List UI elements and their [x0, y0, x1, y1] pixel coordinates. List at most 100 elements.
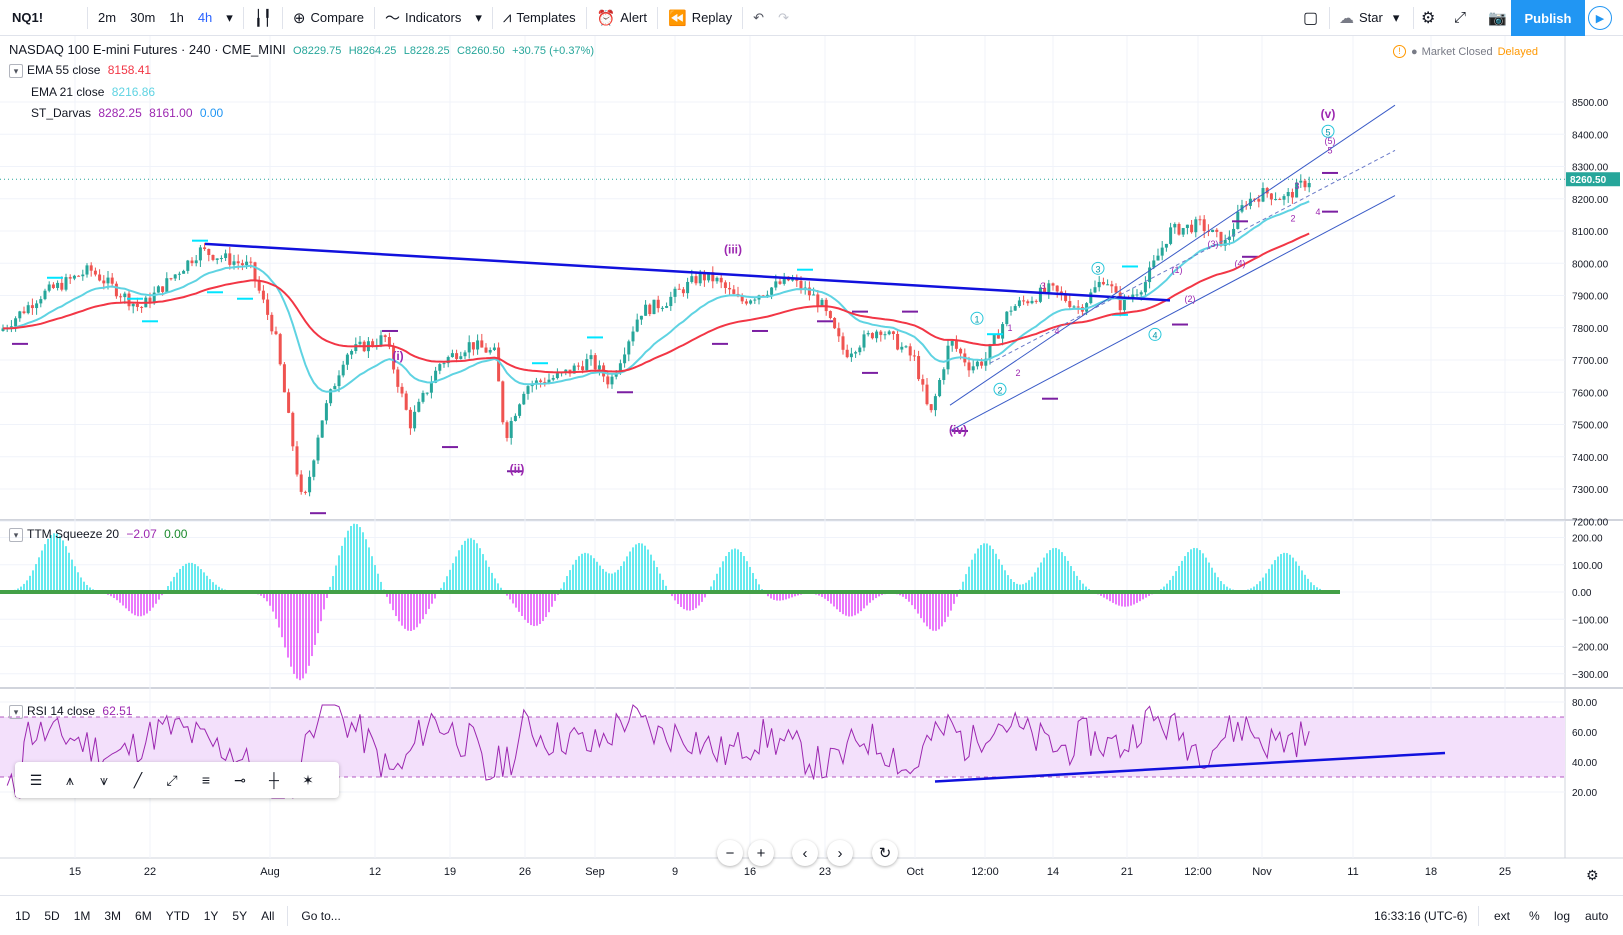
- divider: [491, 6, 493, 29]
- ray-icon[interactable]: ⤢: [166, 771, 178, 788]
- compare-button[interactable]: ⊕ Compare: [286, 0, 371, 36]
- time-tick-label: 15: [69, 866, 81, 878]
- long-position-icon[interactable]: ┼: [269, 772, 279, 788]
- undo-icon[interactable]: ↶: [753, 9, 765, 25]
- candle-body: [744, 301, 748, 304]
- candle-body: [1093, 287, 1097, 293]
- goto-button[interactable]: Go to...: [301, 908, 341, 923]
- collapse-chevron-icon[interactable]: ▾: [9, 527, 23, 542]
- camera-icon[interactable]: 📷: [1488, 9, 1507, 27]
- log-toggle[interactable]: log: [1554, 908, 1571, 923]
- candle-body: [1135, 294, 1139, 296]
- reset-chart-button[interactable]: ↻: [872, 840, 898, 866]
- ohlc-high: H8264.25: [348, 45, 397, 57]
- ema55-label: EMA 55 close: [27, 63, 101, 77]
- percent-toggle[interactable]: %: [1529, 908, 1540, 923]
- range-1m[interactable]: 1M: [73, 908, 91, 923]
- candle-body: [904, 346, 908, 348]
- fullscreen-icon[interactable]: ⤢: [1454, 9, 1467, 26]
- replay-label: Replay: [691, 10, 733, 25]
- candle-body: [198, 247, 202, 261]
- candle-body: [471, 342, 475, 350]
- interval-4h[interactable]: 4h: [197, 10, 213, 25]
- candle-body: [690, 276, 694, 282]
- time-tick-label: Nov: [1252, 866, 1272, 878]
- last-price-text: 8260.50: [1570, 175, 1607, 186]
- candle-body: [526, 386, 530, 394]
- play-circle-icon[interactable]: ▶: [1588, 6, 1612, 30]
- templates-label: Templates: [516, 10, 576, 25]
- candle-body: [849, 353, 853, 358]
- interval-2m[interactable]: 2m: [98, 10, 117, 25]
- chart-canvas[interactable]: (i)(ii)(iii)(iv)(v)(1)(2)(3)(4)(5)123423…: [0, 36, 1623, 894]
- candle-body: [14, 318, 18, 327]
- range-6m[interactable]: 6M: [135, 908, 152, 923]
- compare-label: Compare: [310, 10, 364, 25]
- range-ytd[interactable]: YTD: [165, 908, 190, 923]
- fib-retracement-icon[interactable]: ≡: [201, 772, 211, 788]
- alert-button[interactable]: ⏰ Alert: [590, 0, 654, 36]
- collapse-chevron-icon[interactable]: ▾: [9, 63, 23, 78]
- candle-body: [828, 311, 832, 319]
- collapse-chevron-icon[interactable]: ▾: [9, 704, 23, 719]
- range-3m[interactable]: 3M: [104, 908, 122, 923]
- replay-button[interactable]: ⏪ Replay: [661, 0, 739, 36]
- interval-30m[interactable]: 30m: [130, 10, 156, 25]
- candle-body: [39, 299, 43, 304]
- interval-1h[interactable]: 1h: [169, 10, 184, 25]
- range-5d[interactable]: 5D: [44, 908, 60, 923]
- indicators-button[interactable]: 〜 Indicators: [378, 0, 468, 36]
- candle-body: [299, 474, 303, 492]
- sub-wave-label: 3: [1294, 181, 1299, 191]
- publish-button[interactable]: Publish: [1511, 0, 1585, 36]
- candle-body: [518, 404, 522, 416]
- candle-body: [270, 314, 274, 332]
- range-5y[interactable]: 5Y: [232, 908, 248, 923]
- pattern-abc-icon[interactable]: ⩛: [100, 771, 108, 788]
- trend-line-icon[interactable]: ╱: [133, 771, 143, 788]
- market-status: ! ● Market Closed Delayed: [1393, 45, 1538, 58]
- pattern-123-icon[interactable]: ⩚: [66, 771, 74, 788]
- zoom-out-button[interactable]: −: [717, 840, 743, 866]
- elliott-wave-icon[interactable]: ✶: [302, 771, 314, 788]
- candle-body: [900, 346, 904, 350]
- gear-icon[interactable]: ⚙: [1421, 9, 1436, 27]
- symbol-search[interactable]: NQ1!: [12, 10, 44, 25]
- interval-dropdown-chevron-icon[interactable]: ▾: [226, 9, 233, 25]
- range-1d[interactable]: 1D: [15, 908, 31, 923]
- candle-body: [215, 258, 219, 260]
- ohlc-close: C8260.50: [457, 45, 505, 57]
- scroll-left-button[interactable]: ‹: [792, 840, 818, 866]
- lines-menu-icon[interactable]: ☰: [29, 771, 43, 788]
- wave-circle-label: 1: [974, 314, 979, 324]
- ext-toggle[interactable]: ext: [1494, 908, 1511, 923]
- chart-type-candles-icon[interactable]: ╽╿: [253, 9, 272, 27]
- main-legend: NASDAQ 100 E-mini Futures · 240 · CME_MI…: [9, 42, 598, 57]
- auto-toggle[interactable]: auto: [1585, 908, 1609, 923]
- candle-body: [85, 265, 89, 275]
- redo-icon[interactable]: ↷: [778, 9, 789, 25]
- ema21-label: EMA 21 close: [31, 85, 105, 99]
- templates-button[interactable]: ⩘ Templates: [496, 0, 583, 36]
- price-tick-label: 8500.00: [1572, 98, 1609, 109]
- layout-name-button[interactable]: ☁ Star ▾: [1332, 0, 1406, 36]
- clock-time[interactable]: 16:33:16 (UTC-6): [1374, 908, 1468, 923]
- scroll-right-button[interactable]: ›: [827, 840, 853, 866]
- candle-body: [660, 307, 664, 309]
- layout-select-icon[interactable]: ▢: [1303, 9, 1319, 27]
- horizontal-ray-icon[interactable]: ⊸: [234, 771, 246, 788]
- ohlc-low: L8228.25: [403, 45, 450, 57]
- indicators-dropdown-chevron-icon[interactable]: ▾: [475, 9, 482, 25]
- candle-body: [774, 281, 778, 288]
- candle-body: [190, 260, 194, 264]
- cloud-icon: ☁: [1339, 9, 1354, 27]
- candle-body: [677, 288, 681, 290]
- range-all[interactable]: All: [261, 908, 275, 923]
- divider: [87, 6, 88, 29]
- zoom-in-button[interactable]: +: [748, 840, 774, 866]
- candle-body: [484, 347, 488, 353]
- wave-circle: [1321, 124, 1335, 138]
- range-1y[interactable]: 1Y: [203, 908, 219, 923]
- delayed-badge: Delayed: [1497, 45, 1538, 58]
- price-tick-label: 8400.00: [1572, 130, 1609, 141]
